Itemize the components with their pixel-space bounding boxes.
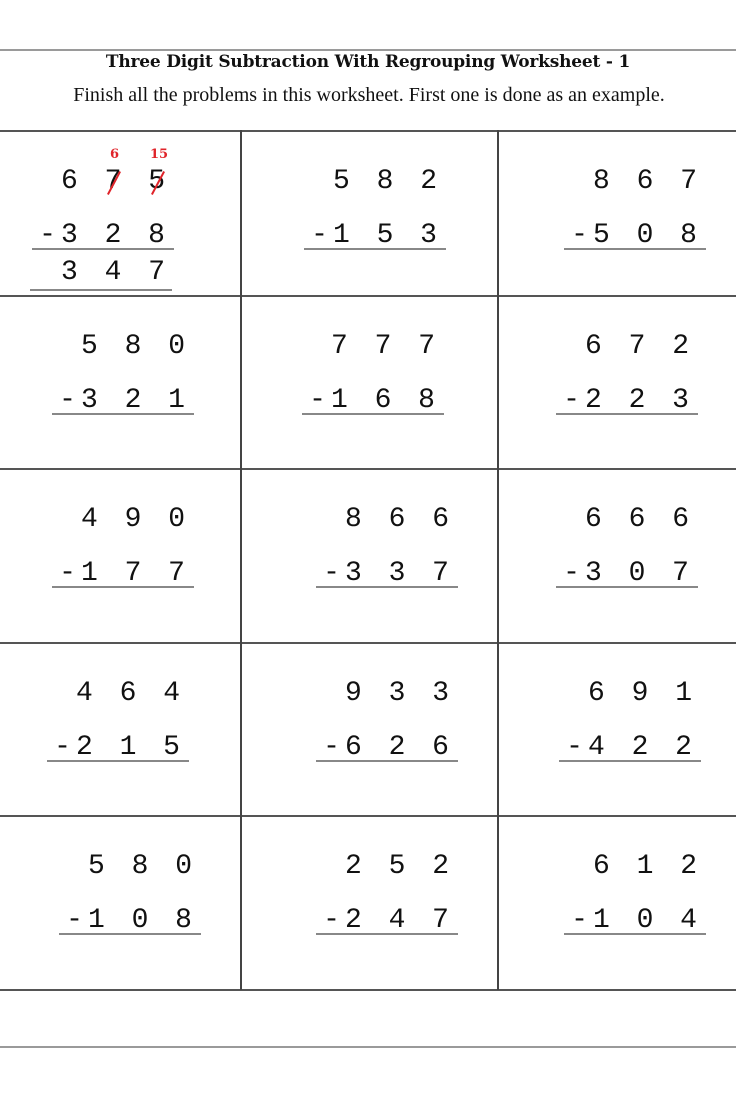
minuend: 6 7 5 bbox=[60, 166, 165, 197]
minuend: 8 6 6 bbox=[344, 504, 454, 535]
subtrahend: -2 2 3 bbox=[563, 385, 694, 416]
subtrahend: -1 0 8 bbox=[66, 905, 197, 936]
minuend: 6 9 1 bbox=[587, 678, 697, 709]
answer-line[interactable] bbox=[559, 760, 701, 762]
subtrahend: -1 5 3 bbox=[311, 220, 442, 251]
answer-line bbox=[32, 248, 174, 250]
subtrahend: -6 2 6 bbox=[323, 732, 454, 763]
answer-line[interactable] bbox=[556, 413, 698, 415]
subtrahend: -2 1 5 bbox=[54, 732, 185, 763]
example-answer: 3 4 7 bbox=[60, 257, 170, 288]
subtrahend: -1 7 7 bbox=[59, 558, 190, 589]
minuend: 2 5 2 bbox=[344, 851, 454, 882]
minuend: 6 6 6 bbox=[584, 504, 694, 535]
answer-line[interactable] bbox=[316, 933, 458, 935]
subtrahend: -5 0 8 bbox=[571, 220, 702, 251]
minuend: 9 3 3 bbox=[344, 678, 454, 709]
worksheet-title: Three Digit Subtraction With Regrouping … bbox=[105, 52, 631, 72]
answer-line[interactable] bbox=[556, 586, 698, 588]
minuend: 5 8 0 bbox=[80, 331, 190, 362]
grid-column-line bbox=[240, 130, 242, 990]
subtrahend: -2 4 7 bbox=[323, 905, 454, 936]
top-rule bbox=[0, 49, 736, 51]
subtrahend: -3 2 8 bbox=[39, 220, 170, 251]
example-answer-line bbox=[30, 289, 172, 291]
answer-line[interactable] bbox=[564, 248, 706, 250]
answer-line[interactable] bbox=[52, 413, 194, 415]
subtrahend: -1 6 8 bbox=[309, 385, 440, 416]
grid-row-line bbox=[0, 642, 736, 644]
grid-column-line bbox=[497, 130, 499, 990]
answer-line[interactable] bbox=[47, 760, 189, 762]
subtrahend: -3 3 7 bbox=[323, 558, 454, 589]
answer-line[interactable] bbox=[302, 413, 444, 415]
minuend: 7 7 7 bbox=[330, 331, 440, 362]
regroup-ones-mark: 15 bbox=[150, 147, 169, 162]
regroup-tens-mark: 6 bbox=[110, 147, 120, 162]
minuend: 6 1 2 bbox=[592, 851, 702, 882]
grid-row-line bbox=[0, 989, 736, 991]
answer-line[interactable] bbox=[316, 760, 458, 762]
answer-line[interactable] bbox=[316, 586, 458, 588]
minuend: 6 7 2 bbox=[584, 331, 694, 362]
grid-row-line bbox=[0, 295, 736, 297]
subtrahend: -3 2 1 bbox=[59, 385, 190, 416]
grid-row-line bbox=[0, 130, 736, 132]
answer-line[interactable] bbox=[304, 248, 446, 250]
minuend: 4 9 0 bbox=[80, 504, 190, 535]
answer-line[interactable] bbox=[564, 933, 706, 935]
subtrahend: -4 2 2 bbox=[566, 732, 697, 763]
worksheet-instructions: Finish all the problems in this workshee… bbox=[73, 84, 665, 106]
minuend: 5 8 0 bbox=[87, 851, 197, 882]
answer-line[interactable] bbox=[59, 933, 201, 935]
bottom-rule bbox=[0, 1046, 736, 1048]
subtrahend: -3 0 7 bbox=[563, 558, 694, 589]
minuend: 4 6 4 bbox=[75, 678, 185, 709]
grid-row-line bbox=[0, 815, 736, 817]
minuend: 5 8 2 bbox=[332, 166, 442, 197]
subtrahend: -1 0 4 bbox=[571, 905, 702, 936]
answer-line[interactable] bbox=[52, 586, 194, 588]
minuend: 8 6 7 bbox=[592, 166, 702, 197]
grid-row-line bbox=[0, 468, 736, 470]
